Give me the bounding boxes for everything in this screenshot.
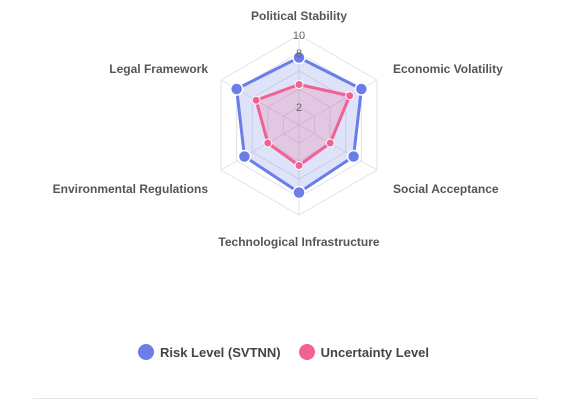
risk-level-swatch-icon xyxy=(137,344,154,360)
legend-item-uncertainty-level[interactable]: Uncertainty Level xyxy=(298,344,430,360)
radar-series xyxy=(229,50,369,200)
legend-label-risk-level: Risk Level (SVTNN) xyxy=(159,344,281,360)
axis-label-legal-framework: Legal Framework xyxy=(109,62,208,76)
grid-spoke xyxy=(298,124,378,171)
tick-label: 2 xyxy=(296,102,302,114)
data-point[interactable] xyxy=(345,91,355,101)
data-point[interactable] xyxy=(292,185,306,200)
grid-spoke xyxy=(220,124,300,171)
tick-label: 8 xyxy=(296,48,302,60)
bottom-divider xyxy=(33,398,538,399)
legend-label-uncertainty-level: Uncertainty Level xyxy=(320,344,430,360)
axis-label-economic-volatility: Economic Volatility xyxy=(393,62,503,76)
radar-ticks: 2 8 10 xyxy=(293,30,305,114)
data-point[interactable] xyxy=(251,95,261,105)
data-point[interactable] xyxy=(237,149,252,164)
uncertainty-level-swatch-icon xyxy=(298,344,315,360)
data-point[interactable] xyxy=(263,138,273,148)
axis-label-technological-infrastructure: Technological Infrastructure xyxy=(218,235,379,249)
data-point[interactable] xyxy=(354,82,369,96)
tick-label: 10 xyxy=(293,30,305,42)
data-point[interactable] xyxy=(292,50,306,65)
radar-chart: 2 8 10 Political Stability Economic Volatil… xyxy=(53,9,503,249)
radar-axis-labels: Political Stability Economic Volatility So… xyxy=(53,9,503,249)
data-point[interactable] xyxy=(229,82,244,96)
data-point[interactable] xyxy=(294,80,304,89)
axis-label-political-stability: Political Stability xyxy=(251,9,347,23)
axis-label-social-acceptance: Social Acceptance xyxy=(393,182,499,196)
data-point[interactable] xyxy=(294,161,304,170)
series-uncertainty-level xyxy=(251,80,355,170)
chart-legend: Risk Level (SVTNN) Uncertainty Level xyxy=(0,344,567,360)
data-point[interactable] xyxy=(346,149,361,164)
legend-item-risk-level[interactable]: Risk Level (SVTNN) xyxy=(137,344,281,360)
axis-label-environmental-regulations: Environmental Regulations xyxy=(53,182,209,196)
data-point[interactable] xyxy=(325,138,335,148)
